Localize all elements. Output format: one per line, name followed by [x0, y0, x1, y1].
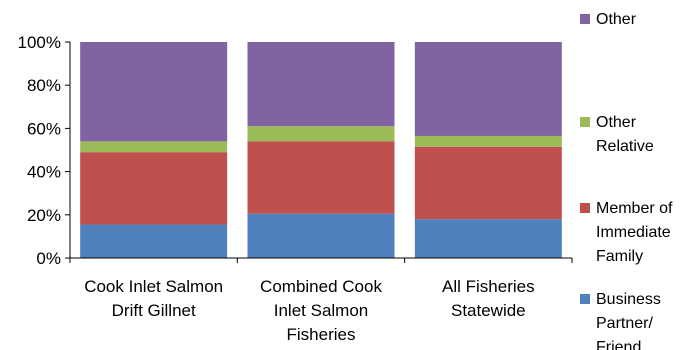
legend-label: Member of Immediate Family [596, 200, 673, 265]
bar-segment-c0-s0 [80, 224, 228, 258]
bar-segment-c0-s1 [80, 152, 228, 225]
legend-swatch [580, 14, 590, 24]
bar-segment-c2-s2 [414, 135, 562, 147]
legend-label: Other [596, 11, 637, 28]
y-tick-label: 40% [27, 163, 61, 182]
bar-segment-c1-s1 [247, 141, 395, 214]
bars-layer [80, 42, 562, 258]
bar-segment-c1-s3 [247, 42, 395, 127]
y-tick-label: 20% [27, 206, 61, 225]
legend-label: Business Partner/Friend [596, 291, 661, 350]
y-tick-labels: 0% 20% 40% 60% 80% 100% [18, 33, 61, 268]
bar-segment-c1-s0 [247, 213, 395, 258]
x-category-label: All Fisheries Statewide [442, 277, 535, 320]
y-tick-label: 0% [36, 249, 61, 268]
legend-label: Other Relative [596, 114, 654, 155]
legend-swatch [580, 203, 590, 213]
bar-segment-c0-s3 [80, 42, 228, 142]
bar-segment-c2-s3 [414, 42, 562, 136]
axes-layer [65, 41, 573, 263]
x-category-label: Combined Cook Inlet Salmon Fisheries [260, 277, 382, 344]
legend: Business Partner/Friend Member of Immediate… [580, 11, 673, 350]
bar-segment-c2-s1 [414, 146, 562, 220]
y-tick-label: 100% [18, 33, 61, 52]
bar-segment-c0-s2 [80, 141, 228, 153]
y-tick-label: 80% [27, 76, 61, 95]
legend-swatch [580, 117, 590, 127]
category-labels: Cook Inlet Salmon Drift Gillnet Combined C… [84, 277, 534, 344]
bar-segment-c1-s2 [247, 126, 395, 142]
bar-segment-c2-s0 [414, 219, 562, 258]
y-tick-label: 60% [27, 119, 61, 138]
legend-swatch [580, 294, 590, 304]
x-category-label: Cook Inlet Salmon Drift Gillnet [84, 277, 223, 320]
